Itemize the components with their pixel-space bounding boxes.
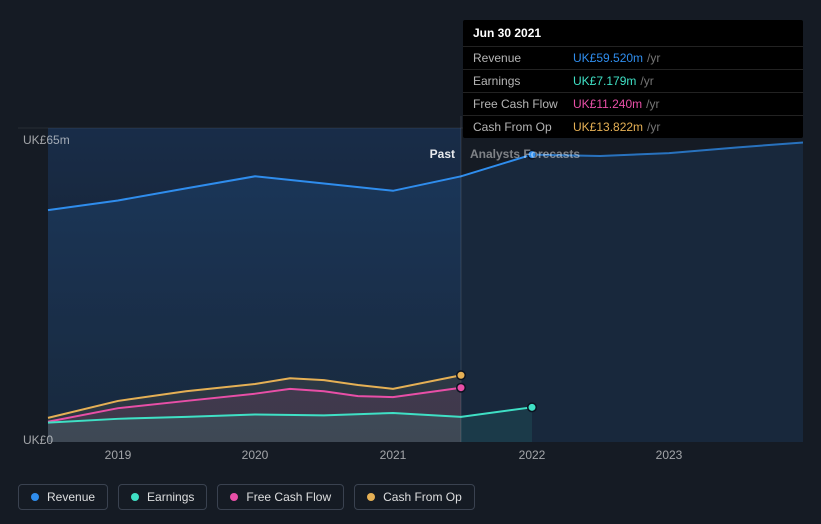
legend-item-label: Free Cash Flow [246, 490, 331, 504]
tooltip-row: Free Cash FlowUK£11.240m/yr [463, 93, 803, 116]
past-label: Past [430, 147, 455, 161]
y-axis-label: UK£65m [23, 133, 70, 147]
legend-item-revenue[interactable]: Revenue [18, 484, 108, 510]
tooltip-metric-value: UK£7.179m [573, 74, 636, 88]
y-axis-label: UK£0 [23, 433, 53, 447]
x-axis-label: 2023 [656, 448, 683, 462]
tooltip-metric-label: Earnings [473, 74, 573, 88]
tooltip-unit: /yr [647, 51, 660, 65]
legend-item-free_cash_flow[interactable]: Free Cash Flow [217, 484, 344, 510]
x-axis-label: 2021 [380, 448, 407, 462]
tooltip-metric-label: Revenue [473, 51, 573, 65]
legend-dot-icon [31, 493, 39, 501]
forecasts-label: Analysts Forecasts [470, 147, 580, 161]
legend-dot-icon [230, 493, 238, 501]
tooltip-row: EarningsUK£7.179m/yr [463, 70, 803, 93]
legend-item-earnings[interactable]: Earnings [118, 484, 207, 510]
tooltip-metric-label: Free Cash Flow [473, 97, 573, 111]
x-axis-label: 2022 [519, 448, 546, 462]
x-axis-labels: 2019 2020 2021 2022 2023 [18, 448, 803, 466]
legend-item-cash_from_op[interactable]: Cash From Op [354, 484, 475, 510]
tooltip-row: RevenueUK£59.520m/yr [463, 47, 803, 70]
tooltip-unit: /yr [640, 74, 653, 88]
tooltip-date: Jun 30 2021 [463, 20, 803, 47]
legend-item-label: Cash From Op [383, 490, 462, 504]
tooltip-metric-value: UK£11.240m [573, 97, 642, 111]
chart-tooltip: Jun 30 2021 RevenueUK£59.520m/yrEarnings… [463, 20, 803, 138]
tooltip-metric-value: UK£59.520m [573, 51, 643, 65]
legend-item-label: Earnings [147, 490, 194, 504]
legend-item-label: Revenue [47, 490, 95, 504]
chart-legend: Revenue Earnings Free Cash Flow Cash From O… [18, 484, 475, 510]
tooltip-row: Cash From OpUK£13.822m/yr [463, 116, 803, 138]
legend-dot-icon [367, 493, 375, 501]
legend-dot-icon [131, 493, 139, 501]
tooltip-metric-label: Cash From Op [473, 120, 573, 134]
tooltip-unit: /yr [647, 120, 660, 134]
x-axis-label: 2019 [105, 448, 132, 462]
x-axis-label: 2020 [242, 448, 269, 462]
tooltip-metric-value: UK£13.822m [573, 120, 643, 134]
tooltip-unit: /yr [646, 97, 659, 111]
